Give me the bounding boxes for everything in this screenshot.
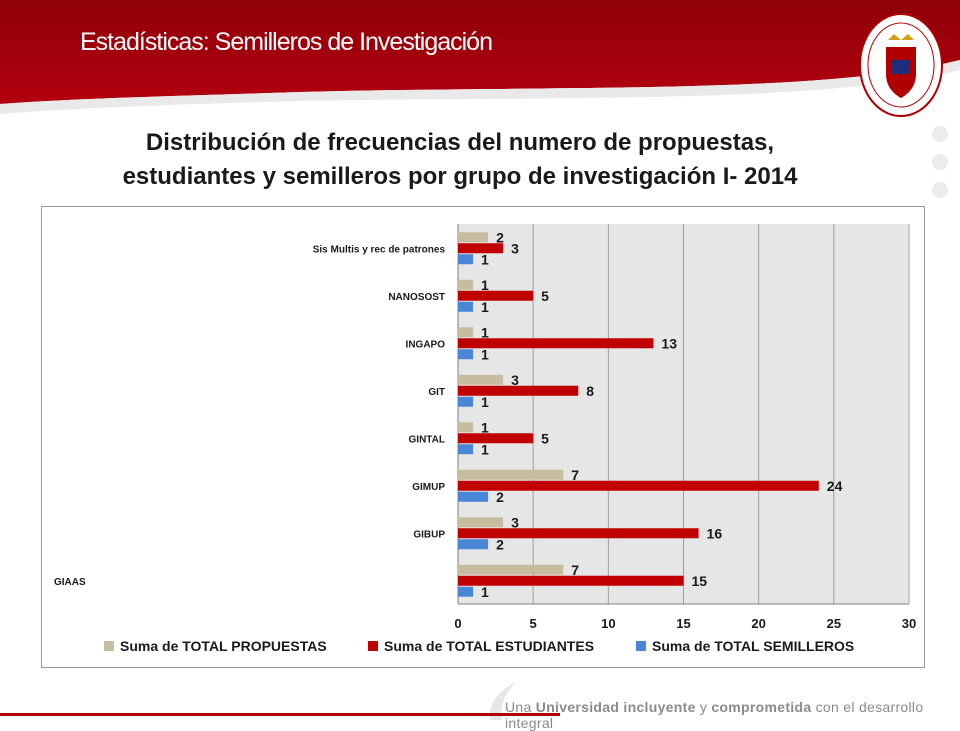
- data-label: 1: [481, 299, 489, 315]
- data-label: 13: [661, 335, 677, 351]
- data-label: 1: [481, 277, 489, 293]
- data-label: 3: [511, 372, 519, 388]
- y-category-label: GIAAS: [54, 577, 86, 588]
- bar: [458, 374, 504, 385]
- decorative-dots-icon: [928, 120, 952, 210]
- data-label: 5: [541, 288, 549, 304]
- x-tick-label: 15: [676, 616, 690, 631]
- bar: [458, 254, 474, 265]
- bar: [458, 327, 474, 338]
- y-category-label: GINTAL: [409, 434, 445, 445]
- bar: [458, 444, 474, 455]
- bar: [458, 469, 564, 480]
- x-tick-label: 5: [530, 616, 537, 631]
- bar: [458, 290, 534, 301]
- footer-text-3: y: [695, 699, 712, 715]
- slide-title: Estadísticas: Semilleros de Investigació…: [80, 28, 493, 56]
- chart-heading-line-1: Distribución de frecuencias del numero d…: [145, 129, 775, 156]
- chart-heading-line-2: estudiantes y semilleros por grupo de in…: [122, 163, 798, 190]
- y-category-label: NANOSOST: [388, 292, 445, 303]
- legend-label: Suma de TOTAL PROPUESTAS: [120, 638, 327, 654]
- data-label: 2: [496, 489, 504, 505]
- legend-label: Suma de TOTAL ESTUDIANTES: [384, 638, 594, 654]
- bar: [458, 539, 489, 550]
- data-label: 3: [511, 514, 519, 530]
- data-label: 1: [481, 394, 489, 410]
- data-label: 7: [571, 467, 579, 483]
- bar: [458, 385, 579, 396]
- y-category-label: GIMUP: [412, 482, 445, 493]
- x-tick-label: 10: [601, 616, 615, 631]
- chart-heading: Distribución de frecuencias del numero d…: [0, 126, 920, 194]
- data-label: 1: [481, 324, 489, 340]
- data-label: 1: [481, 419, 489, 435]
- bar: [458, 575, 684, 586]
- bar: [458, 528, 699, 539]
- bar: [458, 433, 534, 444]
- data-label: 1: [481, 251, 489, 267]
- bar: [458, 586, 474, 597]
- bar: [458, 480, 819, 491]
- footer-text-4: comprometida: [711, 699, 812, 715]
- bar: [458, 422, 474, 433]
- data-label: 5: [541, 430, 549, 446]
- footer-text-2: Universidad incluyente: [535, 699, 696, 715]
- bar: [458, 517, 504, 528]
- bar: [458, 349, 474, 360]
- x-tick-label: 30: [902, 616, 916, 631]
- bar: [458, 232, 489, 243]
- footer-line: [0, 713, 560, 716]
- university-seal-icon: [858, 12, 944, 118]
- footer-swoosh-icon: [489, 682, 516, 720]
- legend-label: Suma de TOTAL SEMILLEROS: [652, 638, 854, 654]
- data-label: 7: [571, 562, 579, 578]
- legend-swatch: [636, 641, 646, 651]
- data-label: 1: [481, 584, 489, 600]
- footer-slogan: Una Universidad incluyente y comprometid…: [505, 699, 960, 731]
- data-label: 1: [481, 441, 489, 457]
- bar: [458, 338, 654, 349]
- bar: [458, 301, 474, 312]
- bar: [458, 279, 474, 290]
- data-label: 8: [586, 383, 594, 399]
- header-banner: [0, 0, 960, 120]
- data-label: 15: [692, 573, 708, 589]
- bar: [458, 491, 489, 502]
- data-label: 2: [496, 229, 504, 245]
- data-label: 2: [496, 536, 504, 552]
- footer-text-1: Una: [505, 699, 536, 715]
- x-tick-label: 25: [827, 616, 841, 631]
- y-category-label: GIT: [428, 387, 445, 398]
- x-tick-label: 0: [454, 616, 461, 631]
- y-category-label: Sis Multis y rec de patrones: [313, 244, 446, 255]
- chart-frame: 0 5 10 15 20 25 30 Sis Multis y rec de patrones…: [41, 206, 925, 668]
- bar: [458, 396, 474, 407]
- bar: [458, 243, 504, 254]
- data-label: 16: [707, 525, 723, 541]
- legend-swatch: [104, 641, 114, 651]
- x-tick-label: 20: [751, 616, 765, 631]
- y-category-label: GIBUP: [413, 529, 445, 540]
- data-label: 24: [827, 478, 843, 494]
- bar: [458, 564, 564, 575]
- data-label: 3: [511, 240, 519, 256]
- legend-swatch: [368, 641, 378, 651]
- data-label: 1: [481, 346, 489, 362]
- y-category-label: INGAPO: [406, 339, 446, 350]
